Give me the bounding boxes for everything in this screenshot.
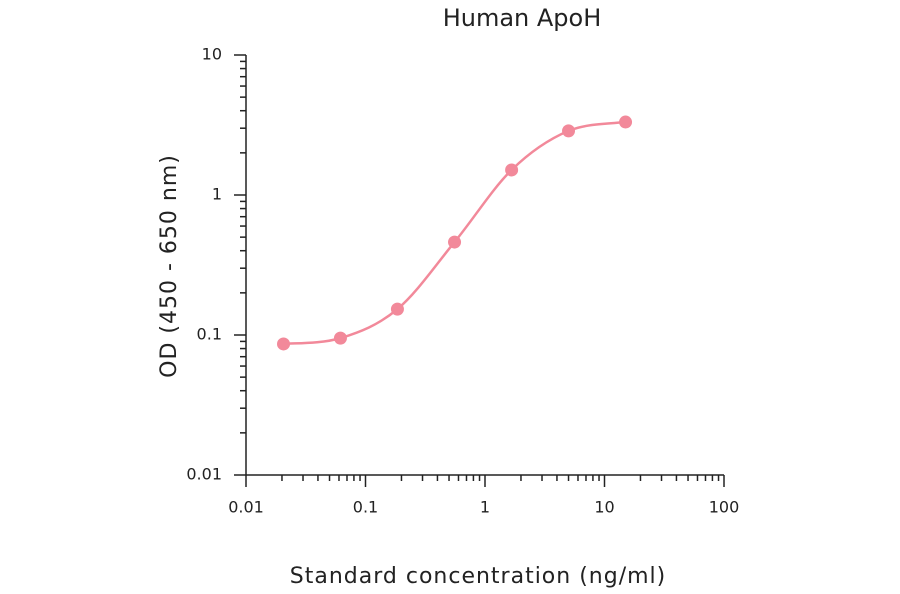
y-tick-label: 1 [212,185,222,204]
x-tick-label: 1 [480,498,490,517]
x-tick-label: 0.1 [353,498,378,517]
data-point [448,235,462,249]
data-point [505,163,519,177]
data-point [619,115,633,129]
y-tick-label: 0.1 [197,325,222,344]
y-tick-label: 0.01 [186,465,222,484]
x-tick-label: 10 [594,498,614,517]
chart-title: Human ApoH [443,4,602,32]
y-tick-label: 10 [202,45,222,64]
x-tick-label: 100 [709,498,740,517]
data-point [277,337,291,351]
data-point [390,302,404,316]
data-point [333,331,347,345]
x-tick-label: 0.01 [228,498,264,517]
y-axis-label: OD (450 - 650 nm) [157,154,182,378]
x-axis-label: Standard concentration (ng/ml) [290,564,666,589]
data-point [562,124,576,138]
fit-curve [283,120,626,346]
